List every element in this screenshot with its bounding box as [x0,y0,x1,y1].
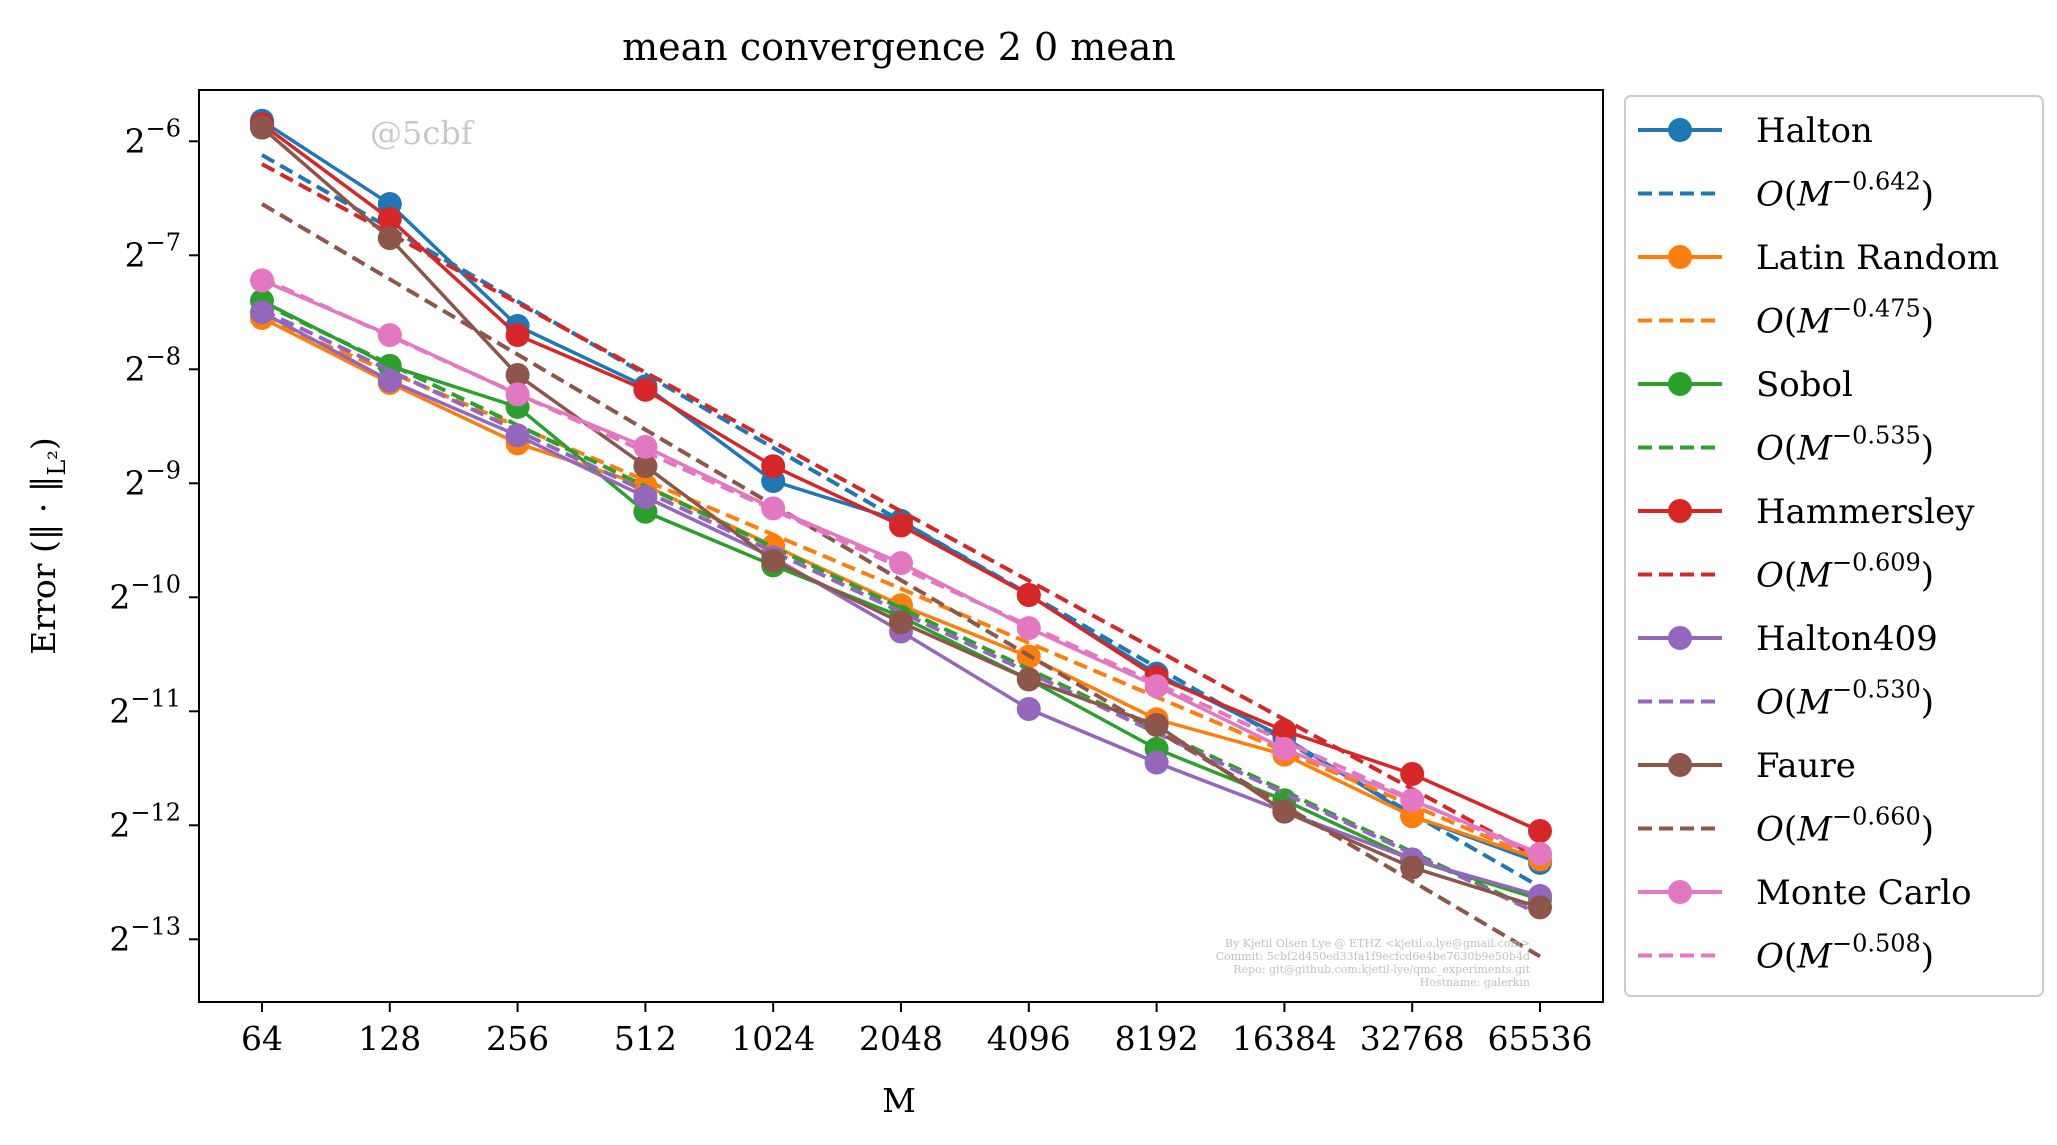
data-point-monte-carlo [250,268,274,293]
y-tick-label: 2−13 [109,912,181,958]
series-faure [250,115,1552,959]
data-point-monte-carlo [505,382,530,407]
data-point-faure [1272,799,1297,824]
data-point-monte-carlo [633,434,658,459]
data-point-hammersley [633,377,658,402]
fit-line-latin-random [261,316,1541,862]
legend-fit-label-faure: O(M−0.660) [1756,803,1934,850]
fit-line-hammersley [261,162,1541,861]
legend-label-halton: Halton [1756,111,1873,151]
x-tick-label: 8192 [1115,1019,1199,1058]
x-axis: 64 128 256 512 1024 2048 4096 8192 16384 32768 655… [241,1002,1592,1058]
y-axis: 2−6 2−7 2−8 2−9 2−10 2−11 2−12 2−13 [109,114,199,958]
credit-line: Commit: 5cbf2d450ed33fa1f9ecfcd6e4be7630… [1216,950,1530,963]
legend-marker-hammersley [1668,499,1692,523]
legend-marker-monte-carlo [1668,880,1692,904]
x-tick-label: 64 [241,1019,283,1058]
x-tick-label: 1024 [731,1019,815,1058]
series-hammersley [250,112,1552,861]
data-point-monte-carlo [1016,616,1041,641]
legend-fit-label-hammersley: O(M−0.609) [1756,549,1934,596]
y-axis-title: Error (‖ · ‖L²) [24,437,71,655]
legend-label-faure: Faure [1756,746,1856,786]
x-tick-label: 4096 [987,1019,1071,1058]
data-point-hammersley [1400,762,1425,786]
legend-marker-latin-random [1668,245,1692,269]
credit-text: By Kjetil Olsen Lye @ ETHZ <kjetil.o.lye… [1216,937,1531,989]
y-axis-title-sub: L² [43,450,71,476]
data-point-hammersley [1528,819,1552,843]
y-tick-label: 2−8 [125,342,181,388]
data-point-faure [1144,712,1169,737]
data-point-faure [377,226,402,251]
x-tick-label: 512 [614,1019,677,1058]
legend-frame [1624,95,2044,997]
data-point-halton409 [505,423,530,448]
y-axis-title-text: Error (‖ · ‖ [24,476,63,655]
x-tick-label: 256 [486,1019,549,1058]
credit-line: Hostname: galerkin [1420,976,1530,989]
data-point-halton409 [1016,697,1041,722]
y-tick-label: 2−7 [125,228,181,274]
data-point-monte-carlo [1400,788,1425,813]
x-tick-label: 128 [358,1019,421,1058]
legend-label-hammersley: Hammersley [1756,492,1975,532]
data-point-hammersley [889,513,913,538]
data-point-monte-carlo [1272,736,1297,761]
data-point-faure [633,454,658,479]
data-point-halton409 [633,484,658,509]
series-monte-carlo [250,268,1552,866]
legend-label-latin-random: Latin Random [1756,238,1999,278]
watermark: @5cbf [370,114,475,152]
y-tick-label: 2−10 [109,570,181,616]
legend-label-halton409: Halton409 [1756,619,1938,659]
data-point-monte-carlo [761,496,786,521]
chart-title: mean convergence 2 0 mean [622,25,1176,69]
credit-line: By Kjetil Olsen Lye @ ETHZ <kjetil.o.lye… [1225,937,1530,950]
data-point-faure [505,363,530,387]
legend-marker-halton [1668,118,1692,142]
legend-marker-halton409 [1668,626,1692,650]
data-point-monte-carlo [377,323,402,348]
credit-line: Repo: git@github.com:kjetil-lye/qmc_expe… [1233,963,1530,976]
legend-fit-label-latin-random: O(M−0.475) [1756,295,1934,342]
plot-area: @5cbf By Kjetil Olsen Lye @ ETHZ <kjetil… [198,89,1604,1003]
data-point-hammersley [505,323,530,348]
legend: Halton O(M−0.642) Latin Random O(M−0.475) So… [1624,95,2044,997]
data-point-monte-carlo [1528,841,1552,866]
legend-fit-label-halton409: O(M−0.530) [1756,676,1934,723]
legend-fit-label-sobol: O(M−0.535) [1756,422,1934,469]
data-point-hammersley [761,454,786,479]
legend-fit-label-monte-carlo: O(M−0.508) [1756,930,1934,977]
data-point-faure [761,548,786,573]
x-axis-title: M [882,1081,916,1120]
data-point-faure [250,115,274,140]
x-tick-label: 16384 [1232,1019,1337,1058]
data-point-halton409 [250,300,274,325]
data-point-faure [889,610,913,635]
legend-marker-faure [1668,753,1692,777]
y-tick-label: 2−6 [125,114,181,160]
data-point-monte-carlo [1144,674,1169,699]
fit-line-faure [260,202,1542,959]
x-tick-label: 2048 [859,1019,943,1058]
legend-marker-sobol [1668,372,1692,396]
data-point-halton409 [377,368,402,393]
legend-label-sobol: Sobol [1756,365,1853,405]
data-point-faure [1400,855,1425,880]
legend-label-monte-carlo: Monte Carlo [1756,873,1972,913]
data-point-halton409 [1144,750,1169,775]
data-point-faure [1528,895,1552,920]
y-tick-label: 2−11 [109,684,181,730]
data-point-hammersley [377,206,402,231]
y-tick-label: 2−12 [109,798,181,844]
data-point-hammersley [1016,583,1041,608]
legend-fit-label-halton: O(M−0.642) [1756,168,1934,215]
x-tick-label: 65536 [1488,1019,1593,1058]
y-tick-label: 2−9 [125,456,181,502]
data-point-monte-carlo [889,551,913,576]
x-tick-label: 32768 [1360,1019,1465,1058]
data-point-faure [1016,667,1041,692]
